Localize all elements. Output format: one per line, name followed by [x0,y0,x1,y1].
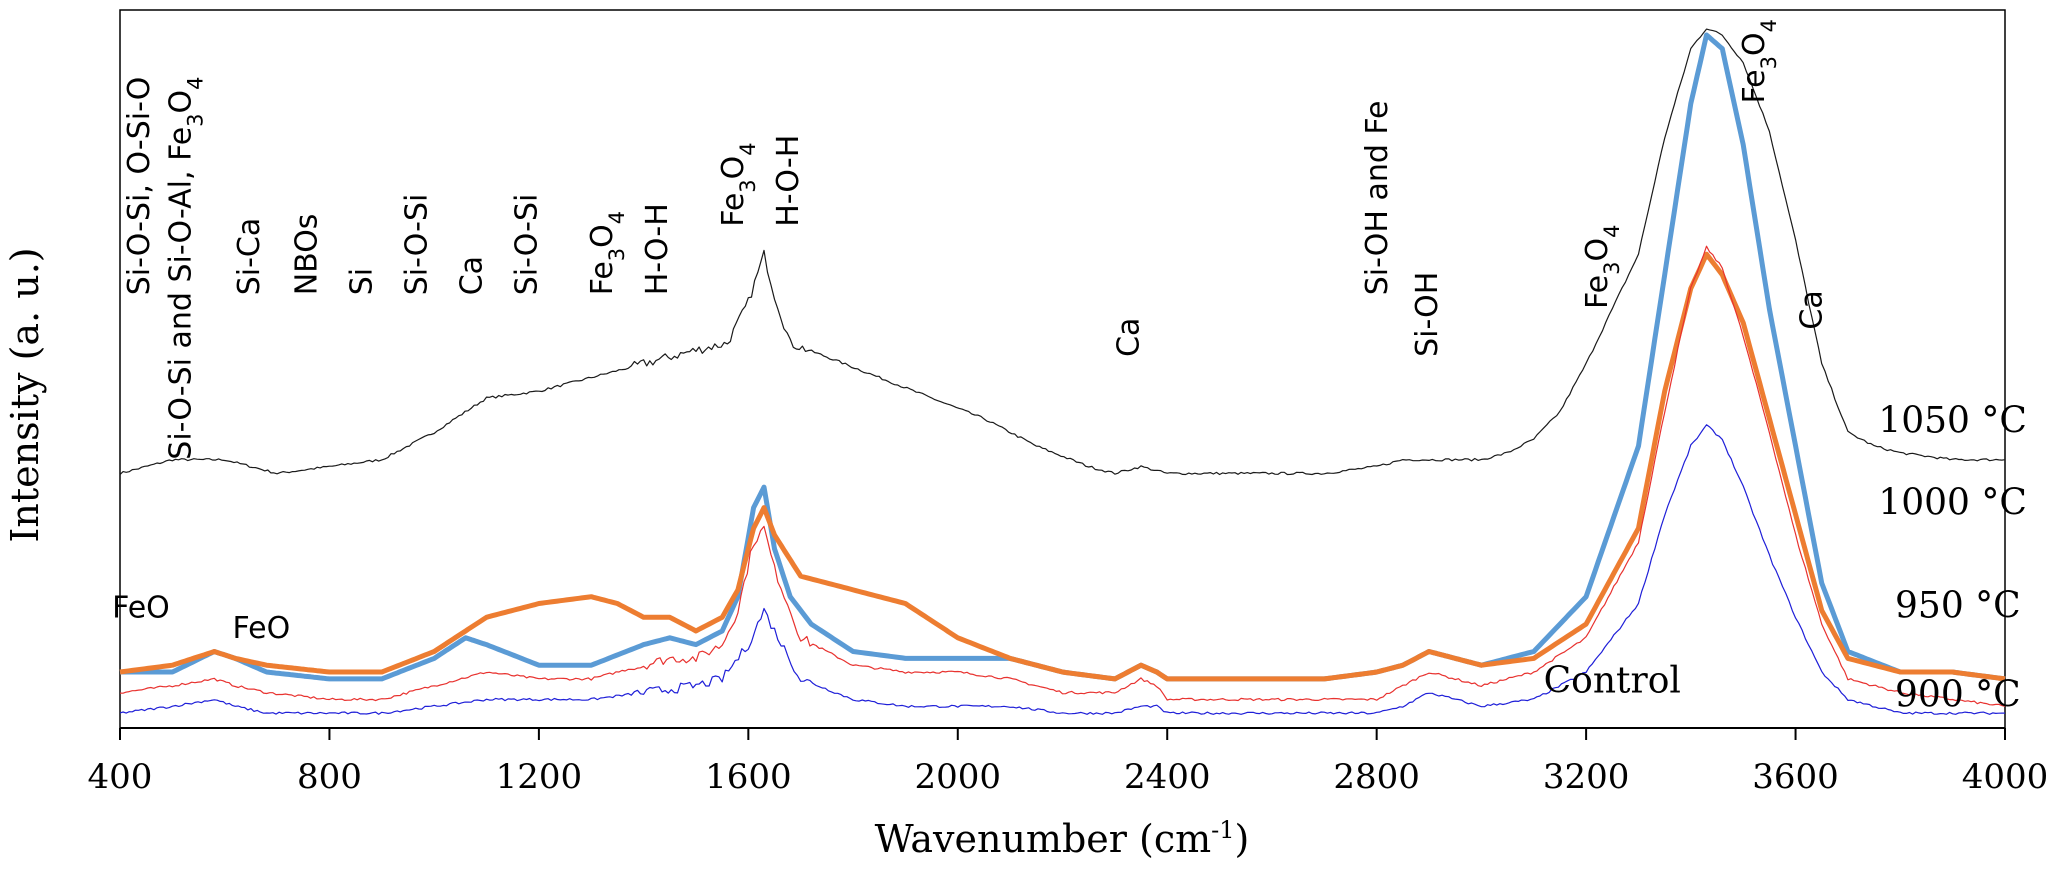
x-tick-label-7: 3200 [1543,757,1630,797]
band-annotation-7: Si-O-Si [509,194,544,296]
band-annotation-0: Si-O-Si, O-Si-O [122,77,157,296]
band-annotation-5: Si-O-Si [399,194,434,296]
x-tick-label-3: 1600 [705,757,792,797]
band-annotation-14: Si-OH [1410,272,1445,357]
series-line-0 [119,28,2006,476]
series-label-0: 1050 °C [1878,400,2027,441]
band-annotation-3: NBOs [289,214,324,296]
band-annotation-19: FeO [233,611,291,646]
band-annotation-18: FeO [112,590,170,625]
band-annotation-13: Si-OH and Fe [1360,101,1395,296]
series-label-4: 900 °C [1895,674,2021,715]
series-label-1: 1000 °C [1878,483,2027,524]
series-labels: 1050 °C 1000 °C 950 °C Control 900 °C [1544,400,2027,715]
series-label-3: Control [1544,661,1681,702]
band-annotation-6: Ca [454,256,489,295]
x-tick-label-8: 3600 [1752,757,1839,797]
series-layer [119,28,2006,715]
x-tick-label-9: 4000 [1962,757,2049,797]
x-tick-label-5: 2400 [1124,757,1211,797]
band-annotation-8: Fe3O4 [585,211,629,295]
band-annotation-11: H-O-H [771,135,806,227]
band-annotation-16: Fe3O4 [1737,19,1781,103]
series-line-4 [119,424,2005,715]
x-tick-label-6: 2800 [1333,757,1420,797]
band-annotation-1: Si-O-Si and Si-O-Al, Fe3O4 [164,76,208,459]
series-label-2: 950 °C [1895,585,2021,626]
series-line-1 [120,32,2006,682]
band-annotation-15: Fe3O4 [1580,225,1624,309]
x-tick-label-1: 800 [297,757,362,797]
band-annotations: Si-O-Si, O-Si-O Si-O-Si and Si-O-Al, Fe3O… [112,19,1830,646]
x-tick-label-0: 400 [88,757,153,797]
series-line-2 [119,251,2006,682]
x-axis-title: Wavenumber (cm-1) [875,816,1250,861]
band-annotation-9: H-O-H [640,203,675,295]
x-axis-ticks: 400 800 1200 1600 2000 2400 2800 3200 3600 4000 [88,728,2049,797]
x-tick-label-2: 1200 [496,757,583,797]
band-annotation-12: Ca [1111,318,1146,357]
plot-frame [119,9,2006,729]
x-tick-label-4: 2000 [915,757,1002,797]
band-annotation-10: Fe3O4 [716,142,760,226]
band-annotation-2: Si-Ca [232,218,267,296]
band-annotation-17: Ca [1795,290,1830,329]
y-axis-title: Intensity (a. u.) [3,247,47,542]
series-line-3 [119,245,2006,707]
band-annotation-4: Si [344,268,379,295]
